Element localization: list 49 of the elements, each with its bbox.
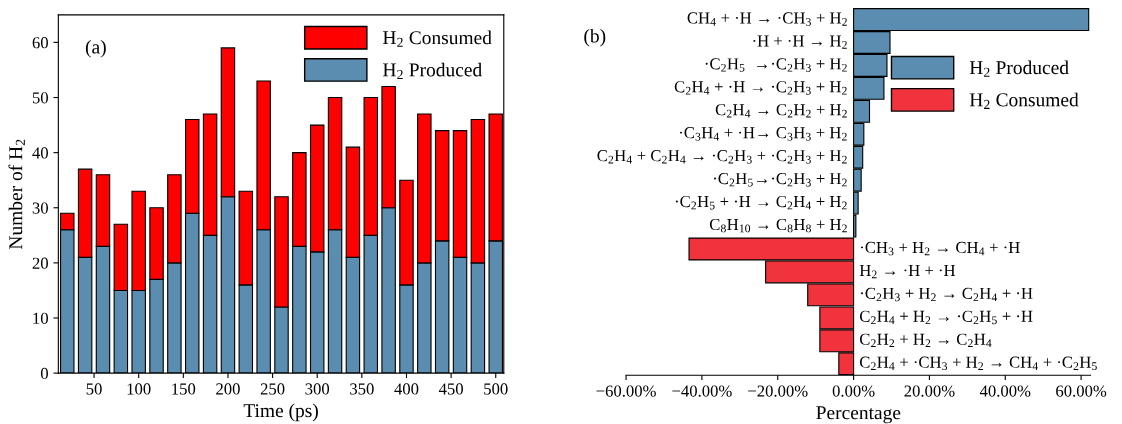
- x-tick-label: 100: [127, 383, 151, 395]
- category-label: ·C$_{2}$H$_{3}$ + H$_{2}$ → C$_{2}$H$_{4}$ + ·H: [861, 287, 1033, 302]
- x-tick-label: 150: [172, 383, 196, 395]
- text: (b): [584, 28, 606, 47]
- category-label: CH$_{4}$ + ·H → ·CH$_{3}$ + H$_{2}$: [687, 12, 847, 26]
- x-tick-label: 450: [438, 383, 463, 395]
- legend-label: H$_{2}$ Produced: [383, 62, 482, 79]
- x-axis-title: Percentage: [816, 406, 901, 424]
- category-label: ·C$_{2}$H$_{5}$ →·C$_{2}$H$_{3}$ + H$_{2}$: [705, 58, 847, 72]
- x-tick-label: −20.00%: [748, 385, 808, 397]
- x-tick-label: 60.00%: [1056, 385, 1107, 397]
- legend-label: H$_{2}$ Consumed: [969, 92, 1079, 109]
- y-tick-label: 0: [40, 367, 48, 380]
- category-label: C$_{2}$H$_{2}$ + H$_{2}$ → C$_{2}$H$_{4}$: [859, 333, 992, 347]
- category-label: ·C$_{2}$H$_{5}$ + ·H → C$_{2}$H$_{4}$ + H$_{2}$: [675, 195, 847, 210]
- x-tick-label: 200: [216, 383, 240, 395]
- x-tick-label: 40.00%: [979, 385, 1031, 397]
- legend-label: H$_{2}$ Produced: [969, 60, 1069, 77]
- category-label: C$_{2}$H$_{4}$ → C$_{2}$H$_{2}$ + H$_{2}$: [715, 104, 847, 118]
- category-label: C$_{2}$H$_{4}$ + H$_{2}$ → ·C$_{2}$H$_{5}$ + ·H: [859, 310, 1033, 325]
- category-label: ·CH$_{3}$ + H$_{2}$ → CH$_{4}$ + ·H: [861, 241, 1020, 256]
- x-tick-label: 50: [86, 383, 102, 395]
- category-label: ·C$_{2}$H$_{5}$→·C$_{2}$H$_{3}$ + H$_{2}$: [714, 173, 847, 187]
- x-tick-label: 400: [394, 383, 419, 395]
- category-label: ·H + ·H → H$_{2}$: [753, 35, 847, 49]
- y-tick-label: 40: [32, 147, 48, 159]
- y-tick-label: 20: [32, 257, 48, 269]
- category-label: H$_{2}$ → ·H + ·H: [859, 264, 956, 279]
- category-label: C$_{8}$H$_{10}$ → C$_{8}$H$_{8}$ + H$_{2}$: [709, 218, 847, 233]
- x-tick-label: 300: [305, 383, 330, 395]
- annotation: (a): [85, 39, 106, 58]
- x-tick-label: −60.00%: [596, 385, 656, 397]
- category-label: C$_{2}$H$_{4}$ + ·H → ·C$_{2}$H$_{3}$ + H$_{2}$: [674, 81, 847, 95]
- y-tick-label: 50: [32, 92, 48, 104]
- legend-label: H$_{2}$ Consumed: [383, 30, 492, 47]
- x-axis-title: Time (ps): [243, 403, 318, 422]
- x-tick-label: 20.00%: [904, 385, 955, 397]
- category-label: ·C$_{3}$H$_{4}$ + ·H→ C$_{3}$H$_{3}$ + H$_{2}$: [680, 127, 847, 141]
- y-tick-label: 60: [32, 37, 48, 49]
- x-tick-label: 500: [484, 383, 508, 395]
- x-tick-label: 0.00%: [832, 385, 875, 397]
- x-tick-label: −40.00%: [672, 385, 732, 397]
- x-tick-label: 350: [350, 383, 374, 395]
- x-tick-label: 250: [260, 383, 285, 395]
- category-label: C$_{2}$H$_{4}$ + C$_{2}$H$_{4}$ → ·C$_{2}$H$_{3}$ + ·C$_{2}$H$_{3}$ + H$_{2}$: [597, 150, 847, 164]
- y-tick-label: 10: [33, 312, 48, 324]
- category-label: C$_{2}$H$_{4}$ + ·CH$_{3}$ + H$_{2}$ → CH$_{4}$ + ·C$_{2}$H$_{5}$: [859, 356, 1097, 371]
- y-axis-title: Number of H$_{2}$: [8, 139, 25, 250]
- y-tick-label: 30: [32, 202, 48, 214]
